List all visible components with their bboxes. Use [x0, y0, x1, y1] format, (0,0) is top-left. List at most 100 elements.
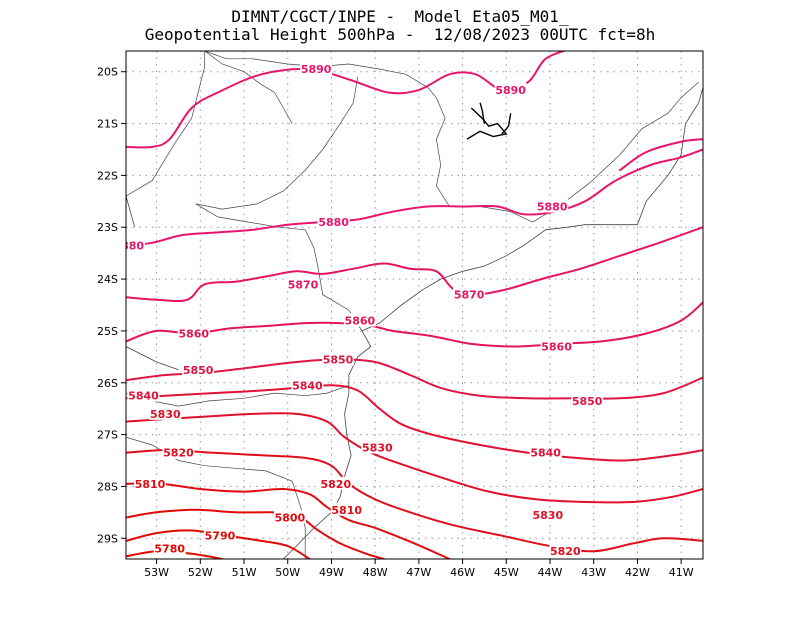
x-tick-label: 48W: [363, 566, 388, 579]
contour-label-bg: [529, 445, 562, 459]
contour-label-5890: 5890: [495, 84, 526, 97]
contour-5860: [126, 301, 703, 348]
contour-label-bg: [162, 445, 195, 459]
x-tick-label: 41W: [669, 566, 694, 579]
x-tick-label: 47W: [406, 566, 431, 579]
state-border: [436, 97, 533, 223]
contour-label-bg: [126, 238, 146, 252]
contour-label-5820: 5820: [550, 545, 581, 558]
contour-label-5850: 5850: [183, 364, 214, 377]
contour-label-5850: 5850: [572, 395, 603, 408]
map-frame: [125, 50, 704, 560]
contour-label-bg: [287, 277, 320, 291]
contour-label-5840: 5840: [128, 390, 159, 403]
contour-labels: 5890 5890 880 5880 5880 5870 5870 5860 5860 5860 5…: [121, 62, 604, 558]
chart-title-line2: Geopotential Height 500hPa - 12/08/2023 …: [144, 25, 656, 44]
x-tick-label: 51W: [232, 566, 257, 579]
state-border: [126, 384, 350, 407]
contour-label-5810: 5810: [135, 478, 166, 491]
rivers-lakes: [466, 102, 512, 140]
state-border: [126, 51, 206, 197]
contour-label-bg: [134, 476, 167, 490]
x-tick-label: 42W: [625, 566, 650, 579]
contour-label-bg: [549, 544, 582, 558]
y-tick-label: 29S: [97, 532, 118, 545]
y-tick-label: 20S: [97, 66, 118, 79]
reservoir-outline: [501, 113, 512, 135]
contour-label-5820: 5820: [321, 478, 352, 491]
contour-label-bg: [153, 541, 186, 555]
contour-label-bg: [317, 215, 350, 229]
contour-label-5860: 5860: [178, 328, 209, 341]
contour-label-5880: 880: [121, 239, 144, 252]
reservoir-outline: [466, 107, 508, 140]
contour-label-bg: [273, 510, 306, 524]
axis-ticks: 53W 52W 51W 50W 49W 48W 47W 46W 45W 44W 43W 42W 41W 2…: [97, 66, 694, 579]
contour-label-5800: 5800: [275, 512, 306, 525]
contour-label-bg: [330, 502, 363, 516]
contour-5890: [618, 138, 703, 172]
contour-label-bg: [531, 507, 564, 521]
contour-label-5870: 5870: [288, 278, 319, 291]
chart-title-line1: DIMNT/CGCT/INPE - Model Eta05_M01_: [231, 7, 569, 26]
contour-label-bg: [540, 339, 573, 353]
state-border: [195, 76, 359, 210]
lat-lon-grid: [126, 51, 703, 559]
y-tick-label: 21S: [97, 118, 118, 131]
contour-5870: [126, 226, 703, 303]
contour-label-5860: 5860: [345, 315, 376, 328]
contour-label-5790: 5790: [205, 530, 236, 543]
contour-5830: [126, 412, 703, 504]
y-tick-label: 26S: [97, 377, 118, 390]
coast-segment: [126, 346, 179, 371]
contour-label-5830: 5830: [362, 442, 393, 455]
contour-label-5830: 5830: [150, 408, 181, 421]
contour-label-bg: [453, 287, 486, 301]
contour-label-bg: [536, 199, 569, 213]
contour-label-bg: [319, 476, 352, 490]
state-border: [195, 203, 363, 332]
x-tick-label: 53W: [144, 566, 169, 579]
x-tick-label: 49W: [319, 566, 344, 579]
contour-label-5880: 5880: [318, 216, 349, 229]
contour-label-bg: [182, 362, 215, 376]
x-tick-label: 52W: [188, 566, 213, 579]
contour-label-5870: 5870: [454, 289, 485, 302]
contour-label-bg: [149, 406, 182, 420]
state-border: [204, 51, 293, 124]
contour-label-5850: 5850: [323, 353, 354, 366]
y-tick-label: 23S: [97, 221, 118, 234]
x-tick-label: 43W: [581, 566, 606, 579]
contour-label-5780: 5780: [154, 543, 185, 556]
y-tick-label: 25S: [97, 325, 118, 338]
contour-label-5890: 5890: [301, 63, 332, 76]
contour-label-5880: 5880: [537, 201, 568, 214]
contour-label-bg: [494, 82, 527, 96]
contour-label-bg: [291, 378, 324, 392]
contour-5810: [126, 482, 451, 559]
contour-label-bg: [203, 528, 236, 542]
contour-5880: [126, 148, 703, 247]
contour-label-bg: [177, 326, 210, 340]
contour-label-bg: [127, 388, 160, 402]
contour-5850: [126, 358, 703, 400]
coast-segment: [126, 195, 136, 228]
contour-5820: [126, 449, 703, 553]
y-tick-label: 24S: [97, 273, 118, 286]
y-tick-label: 28S: [97, 480, 118, 493]
contour-label-5810: 5810: [331, 504, 362, 517]
contour-label-5840: 5840: [530, 447, 561, 460]
x-tick-label: 46W: [450, 566, 475, 579]
contour-label-5860: 5860: [541, 340, 572, 353]
contour-label-bg: [322, 352, 355, 366]
state-border: [204, 51, 437, 98]
contour-label-bg: [343, 313, 376, 327]
reservoir-outline: [479, 102, 486, 124]
contour-5840: [126, 384, 703, 462]
height-contours: [126, 51, 703, 559]
x-tick-label: 50W: [275, 566, 300, 579]
y-tick-label: 27S: [97, 429, 118, 442]
y-tick-label: 22S: [97, 169, 118, 182]
contour-label-5840: 5840: [292, 379, 323, 392]
